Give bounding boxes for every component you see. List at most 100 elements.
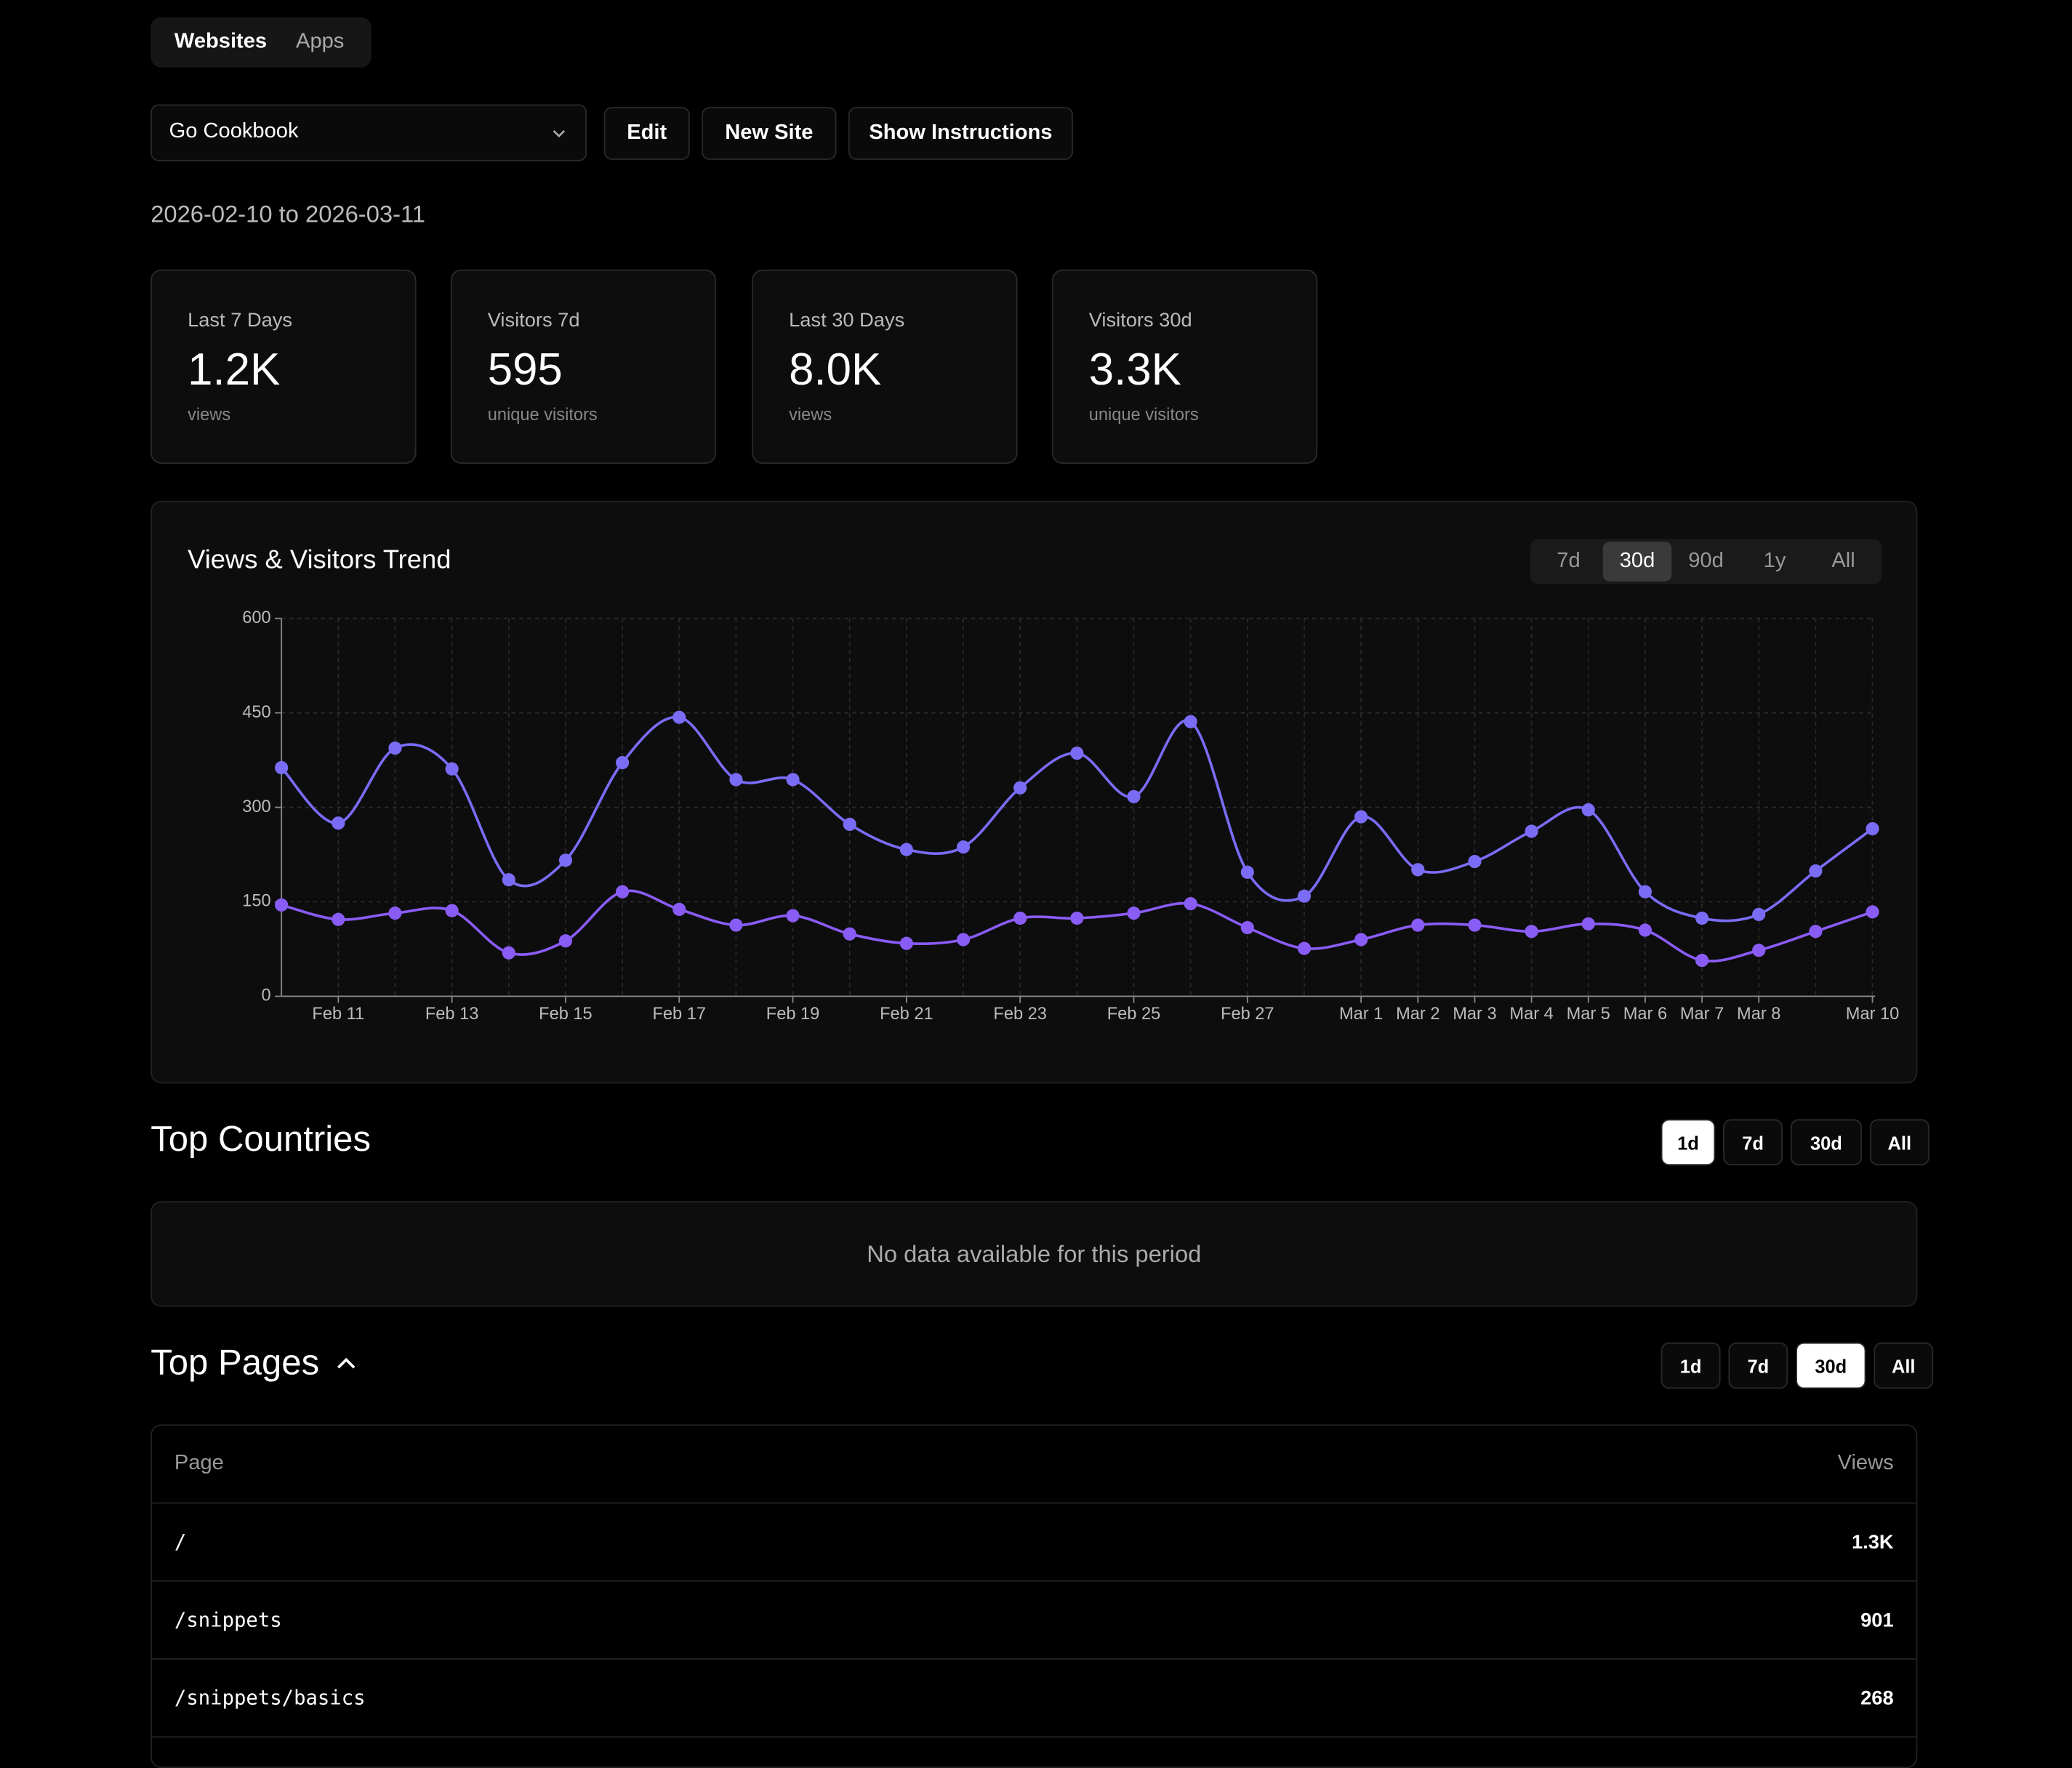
section-title: Top Countries	[150, 1119, 372, 1160]
y-tick-label: 300	[242, 797, 270, 816]
y-tick-label: 150	[242, 892, 270, 911]
tab[interactable]: Websites	[174, 30, 268, 53]
header-cell: Views	[1837, 1452, 1894, 1475]
range-button[interactable]: All	[1869, 1119, 1930, 1166]
x-tick-label: Mar 1	[1339, 1005, 1383, 1024]
data-point	[332, 912, 345, 926]
range-button[interactable]: 30d	[1796, 1342, 1866, 1389]
range-button[interactable]: 7d	[1723, 1119, 1783, 1166]
table-row[interactable]: / 1.3K	[152, 1503, 1916, 1582]
x-tick-label: Feb 21	[880, 1005, 933, 1024]
data-point	[1525, 824, 1538, 838]
data-point	[672, 902, 686, 916]
data-point	[275, 898, 289, 912]
data-point	[1752, 907, 1766, 921]
tab[interactable]: Apps	[296, 30, 345, 53]
x-tick-label: Feb 25	[1107, 1005, 1161, 1024]
button[interactable]: New Site	[702, 107, 837, 160]
chart: 0 150 300 450 600 Feb 11 Feb 13 Feb 15 Feb 17 Feb…	[242, 608, 1899, 1024]
section-title: Top Pages	[150, 1342, 320, 1383]
page-views: 1.3K	[1852, 1530, 1894, 1554]
range-button[interactable]: 1d	[1661, 1119, 1716, 1166]
x-tick-label: Mar 10	[1846, 1005, 1899, 1024]
range-button[interactable]: All	[1874, 1342, 1934, 1389]
x-tick-label: Mar 6	[1623, 1005, 1667, 1024]
range-tabs: 7d 30d 90d 1y All	[1530, 539, 1882, 584]
data-point	[729, 773, 743, 787]
data-point	[558, 934, 573, 948]
data-point	[1411, 918, 1425, 932]
range-button[interactable]: 7d	[1728, 1342, 1788, 1389]
x-tick-label: Feb 23	[993, 1005, 1047, 1024]
page-path: /snippets/basics	[174, 1686, 366, 1710]
data-point	[1468, 854, 1482, 869]
data-point	[1581, 917, 1595, 931]
table-row[interactable]: /snippets 901	[152, 1582, 1916, 1660]
range-tab[interactable]: 1y	[1763, 550, 1786, 573]
data-point	[388, 907, 402, 920]
range-button[interactable]: 1d	[1661, 1342, 1721, 1389]
data-point	[956, 933, 971, 947]
data-point	[616, 885, 630, 899]
button[interactable]: Edit	[603, 107, 690, 160]
data-point	[1809, 925, 1823, 939]
x-tick-label: Mar 5	[1567, 1005, 1610, 1024]
table-header: Page Views	[152, 1426, 1916, 1504]
select-value: Go Cookbook	[169, 120, 299, 143]
y-tick-label: 600	[242, 608, 270, 627]
x-tick-label: Feb 19	[766, 1005, 820, 1024]
stat-value: 3.3K	[1088, 345, 1181, 395]
range-tab[interactable]: 90d	[1688, 550, 1724, 573]
stat-label: Last 30 Days	[789, 309, 905, 332]
data-point	[1866, 905, 1879, 919]
chevron-up	[337, 1357, 355, 1368]
data-point	[1752, 944, 1766, 957]
data-point	[1070, 746, 1084, 760]
stat-card: Last 30 Days 8.0K views	[752, 269, 1018, 464]
x-tick-label: Mar 7	[1680, 1005, 1724, 1024]
data-point	[445, 904, 459, 917]
data-point	[332, 816, 345, 830]
data-point	[1184, 897, 1197, 911]
x-tick-label: Mar 4	[1509, 1005, 1553, 1024]
stat-unit: views	[188, 404, 231, 425]
range-buttons: 1d 7d 30d All	[1661, 1342, 1934, 1389]
data-point	[445, 762, 459, 776]
site-select[interactable]: Go Cookbook	[150, 104, 587, 161]
section-header[interactable]: Top Pages	[150, 1343, 356, 1383]
data-point	[502, 873, 515, 887]
range-tab[interactable]: All	[1831, 550, 1855, 573]
tab-group: Websites Apps	[150, 17, 372, 68]
data-point	[729, 918, 743, 932]
data-point	[843, 817, 856, 832]
data-point	[1297, 889, 1312, 903]
data-point	[1638, 923, 1652, 937]
data-point	[1638, 885, 1652, 899]
range-button[interactable]: 30d	[1790, 1119, 1862, 1166]
stat-value: 595	[487, 345, 563, 395]
stat-label: Visitors 30d	[1088, 309, 1192, 332]
date-range: 2026-02-10 to 2026-03-11	[150, 201, 425, 228]
header-cell: Page	[174, 1452, 224, 1475]
table: Page Views / 1.3K /snippets 901 /snippet…	[150, 1424, 1918, 1768]
table-row[interactable]: /snippets/basics 268	[152, 1660, 1916, 1738]
chart-title: Views & Visitors Trend	[188, 545, 451, 575]
data-point	[786, 909, 800, 923]
x-tick-label: Mar 3	[1453, 1005, 1496, 1024]
stat-unit: views	[789, 404, 832, 425]
x-tick-label: Feb 15	[539, 1005, 593, 1024]
data-point	[1695, 953, 1709, 968]
stat-card: Last 7 Days 1.2K views	[150, 269, 417, 464]
button[interactable]: Show Instructions	[848, 107, 1073, 160]
stat-value: 1.2K	[188, 345, 281, 395]
data-point	[1070, 911, 1084, 925]
x-tick-label: Mar 8	[1737, 1005, 1780, 1024]
y-tick-label: 0	[261, 987, 270, 1005]
data-point	[1240, 920, 1254, 935]
data-point	[1809, 864, 1823, 878]
range-tab[interactable]: 7d	[1557, 550, 1581, 573]
data-point	[1240, 865, 1254, 879]
range-tab[interactable]: 30d	[1602, 542, 1672, 582]
